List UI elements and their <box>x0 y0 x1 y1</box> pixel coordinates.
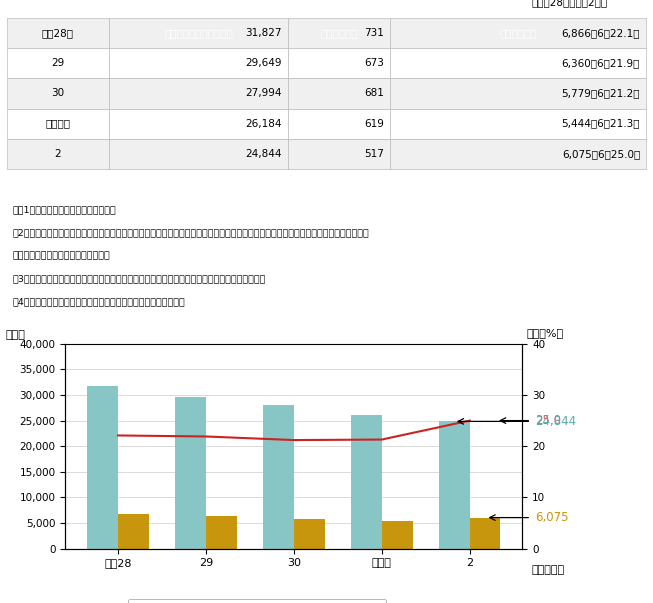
Text: 6,075: 6,075 <box>535 511 569 524</box>
Text: 職業不詳の者: 職業不詳の者 <box>321 28 358 38</box>
Text: 無職である者: 無職である者 <box>500 28 537 38</box>
Bar <box>109 109 288 139</box>
Bar <box>390 48 646 78</box>
Text: 24,844: 24,844 <box>535 415 577 428</box>
Text: 4　交通短期保護観察の対象者及び婦人補導院仮退院者を除く。: 4 交通短期保護観察の対象者及び婦人補導院仮退院者を除く。 <box>13 297 185 306</box>
Text: 従事者を除いて計上している。: 従事者を除いて計上している。 <box>13 251 110 260</box>
Text: 6,075　6（25.0）: 6,075 6（25.0） <box>562 149 640 159</box>
Bar <box>288 139 390 169</box>
Text: 6,866　6（22.1）: 6,866 6（22.1） <box>562 28 640 38</box>
Text: 24,844: 24,844 <box>246 149 281 159</box>
Bar <box>263 405 294 549</box>
Bar <box>109 18 288 48</box>
Bar <box>390 18 646 48</box>
Bar <box>7 18 109 48</box>
Text: 3　（　）内は、職業不詳の者を除く保護観察終了者に占める「無職である者」の割合である。: 3 （ ）内は、職業不詳の者を除く保護観察終了者に占める「無職である者」の割合で… <box>13 274 266 283</box>
Bar <box>109 78 288 109</box>
Bar <box>351 414 382 549</box>
Bar <box>288 48 390 78</box>
Text: 31,827: 31,827 <box>246 28 281 38</box>
Text: 673: 673 <box>364 58 384 68</box>
Text: 2: 2 <box>54 149 61 159</box>
Bar <box>288 78 390 109</box>
Text: 517: 517 <box>364 149 384 159</box>
Bar <box>7 78 109 109</box>
Legend: 保護観察終了者（総数）, 保護観察終了時に無職である者, 保護観察終了時に無職である者の割合: 保護観察終了者（総数）, 保護観察終了時に無職である者, 保護観察終了時に無職で… <box>128 599 387 603</box>
Bar <box>109 139 288 169</box>
Text: 731: 731 <box>364 28 384 38</box>
Bar <box>470 517 500 549</box>
Text: 2　「無職である者」は、各年に保護観察を終了した者のうち、終了時職業が無職である者から、定収入のある者、学生・生徒及び家事: 2 「無職である者」は、各年に保護観察を終了した者のうち、終了時職業が無職である… <box>13 228 370 237</box>
Bar <box>288 18 390 48</box>
Text: 保護観察終了者（総数）: 保護観察終了者（総数） <box>164 28 233 38</box>
Text: 681: 681 <box>364 89 384 98</box>
Text: 29: 29 <box>51 58 65 68</box>
Bar <box>288 18 390 48</box>
Bar <box>88 385 118 549</box>
Bar <box>7 139 109 169</box>
Bar <box>439 421 470 549</box>
Text: 年次（年）: 年次（年） <box>532 565 565 575</box>
Bar <box>206 516 237 549</box>
Bar <box>7 48 109 78</box>
Bar <box>7 109 109 139</box>
Text: 注　1　法務省・保護統計年報による。: 注 1 法務省・保護統計年報による。 <box>13 205 117 214</box>
Bar <box>175 397 206 549</box>
Bar <box>294 519 325 549</box>
Bar <box>382 521 413 549</box>
Text: 6,360　6（21.9）: 6,360 6（21.9） <box>562 58 640 68</box>
Text: 29,649: 29,649 <box>246 58 281 68</box>
Text: 5,779　6（21.2）: 5,779 6（21.2） <box>562 89 640 98</box>
Text: 26,184: 26,184 <box>246 119 281 128</box>
Bar <box>109 48 288 78</box>
Text: （平成28年～令和2年）: （平成28年～令和2年） <box>532 0 608 7</box>
Bar <box>390 139 646 169</box>
Bar <box>390 18 646 48</box>
Text: 27,994: 27,994 <box>246 89 281 98</box>
Bar <box>390 78 646 109</box>
Bar <box>109 18 288 48</box>
Text: 令和元年: 令和元年 <box>45 119 71 128</box>
Bar <box>288 109 390 139</box>
Text: 年　次: 年 次 <box>48 28 67 38</box>
Text: （人）: （人） <box>6 330 25 339</box>
Text: 5,444　6（21.3）: 5,444 6（21.3） <box>562 119 640 128</box>
Text: 平成28年: 平成28年 <box>42 28 74 38</box>
Text: 25.0: 25.0 <box>535 414 562 427</box>
Bar <box>7 18 109 48</box>
Text: 割合（%）: 割合（%） <box>527 327 564 338</box>
Text: 30: 30 <box>51 89 64 98</box>
Text: 619: 619 <box>364 119 384 128</box>
Bar <box>118 514 149 549</box>
Bar <box>390 109 646 139</box>
